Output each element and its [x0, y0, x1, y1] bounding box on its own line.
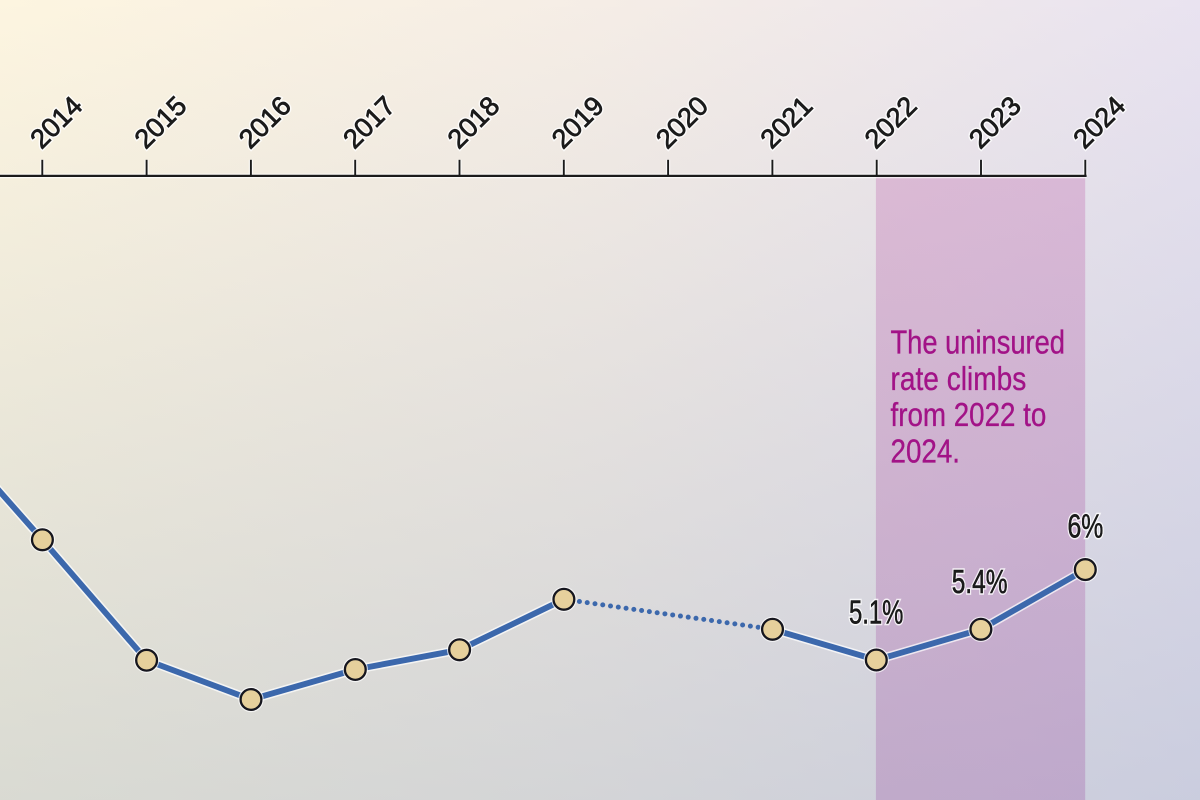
svg-text:5.1%: 5.1%: [849, 594, 903, 631]
svg-text:from 2022 to: from 2022 to: [891, 396, 1047, 433]
svg-text:6%: 6%: [1068, 507, 1104, 544]
svg-text:2024.: 2024.: [891, 433, 961, 470]
svg-text:5.4%: 5.4%: [952, 563, 1008, 600]
svg-text:5.4%: 5.4%: [952, 563, 1008, 600]
svg-text:rate climbs: rate climbs: [891, 360, 1027, 397]
svg-text:5.1%: 5.1%: [849, 594, 903, 631]
svg-text:6%: 6%: [1068, 507, 1104, 544]
svg-text:The uninsured: The uninsured: [891, 324, 1066, 361]
